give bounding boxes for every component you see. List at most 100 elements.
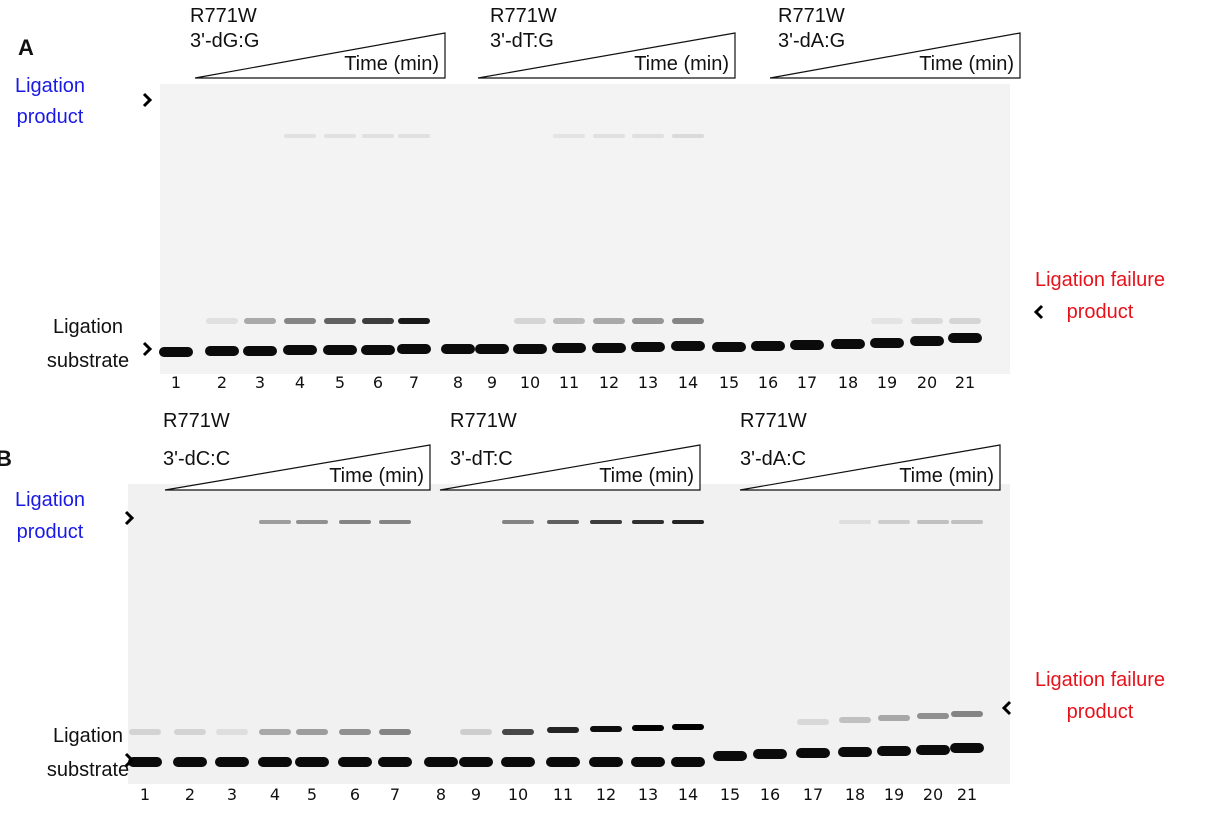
time-wedge — [439, 444, 701, 491]
gel-band — [361, 345, 395, 355]
gel-band — [839, 717, 871, 723]
gel-band — [672, 724, 704, 730]
lane-number: 2 — [185, 785, 195, 804]
lane-number: 14 — [678, 785, 698, 804]
lane-number: 6 — [373, 373, 383, 392]
gel-band — [951, 520, 983, 524]
mutant: R771W — [190, 5, 257, 27]
gel-band — [173, 757, 207, 767]
lane-number: 17 — [797, 373, 817, 392]
gel-band — [547, 727, 579, 733]
gel-band — [244, 318, 276, 324]
lane-number: 7 — [390, 785, 400, 804]
lane-number: 17 — [803, 785, 823, 804]
gel-band — [632, 134, 664, 138]
failure-label: product — [1067, 301, 1134, 323]
gel-band — [441, 344, 475, 354]
gel-band — [339, 520, 371, 524]
time-axis: Time (min) — [899, 465, 994, 487]
lane-number: 7 — [409, 373, 419, 392]
gel-band — [948, 333, 982, 343]
gel-b — [128, 484, 1010, 784]
gel-band — [878, 520, 910, 524]
gel-band — [283, 345, 317, 355]
time-axis: Time (min) — [344, 53, 439, 75]
time-wedge — [477, 32, 736, 79]
gel-band — [243, 346, 277, 356]
failure-label: Ligation failure — [1035, 269, 1165, 291]
arrow — [124, 510, 135, 526]
lane-number: 12 — [599, 373, 619, 392]
gel-band — [323, 345, 357, 355]
arrow — [142, 341, 153, 357]
gel-band — [460, 729, 492, 735]
gel-band — [632, 520, 664, 524]
mismatch: 3'-dG:G — [190, 30, 259, 52]
gel-band — [206, 318, 238, 324]
gel-band — [911, 318, 943, 324]
gel-band — [910, 336, 944, 346]
gel-band — [553, 134, 585, 138]
lane-number: 3 — [255, 373, 265, 392]
gel-band — [129, 729, 161, 735]
gel-band — [917, 713, 949, 719]
gel-band — [398, 318, 430, 324]
gel-band — [797, 719, 829, 725]
gel-band — [632, 725, 664, 731]
lane-number: 8 — [453, 373, 463, 392]
gel-band — [547, 520, 579, 524]
product-label: Ligation — [15, 489, 85, 511]
gel-band — [712, 342, 746, 352]
substrate-label: substrate — [47, 350, 129, 372]
gel-band — [475, 344, 509, 354]
gel-a — [160, 84, 1010, 374]
gel-band — [593, 318, 625, 324]
lane-number: 21 — [955, 373, 975, 392]
gel-band — [379, 520, 411, 524]
time-axis: Time (min) — [599, 465, 694, 487]
lane-number: 10 — [520, 373, 540, 392]
lane-number: 19 — [884, 785, 904, 804]
gel-band — [295, 757, 329, 767]
gel-band — [128, 757, 162, 767]
gel-band — [324, 134, 356, 138]
mutant: R771W — [163, 410, 230, 432]
gel-band — [397, 344, 431, 354]
lane-number: 4 — [295, 373, 305, 392]
lane-number: 15 — [719, 373, 739, 392]
gel-band — [174, 729, 206, 735]
gel-band — [284, 318, 316, 324]
gel-band — [672, 520, 704, 524]
lane-number: 16 — [758, 373, 778, 392]
gel-band — [398, 134, 430, 138]
lane-number: 15 — [720, 785, 740, 804]
gel-band — [553, 318, 585, 324]
gel-band — [831, 339, 865, 349]
panel-label: A — [18, 35, 34, 60]
gel-band — [949, 318, 981, 324]
mismatch: 3'-dC:C — [163, 448, 230, 470]
gel-band — [216, 729, 248, 735]
gel-band — [379, 729, 411, 735]
lane-number: 20 — [917, 373, 937, 392]
lane-number: 18 — [845, 785, 865, 804]
lane-number: 4 — [270, 785, 280, 804]
gel-band — [259, 520, 291, 524]
gel-band — [502, 520, 534, 524]
lane-number: 1 — [171, 373, 181, 392]
gel-band — [713, 751, 747, 761]
failure-label: Ligation failure — [1035, 669, 1165, 691]
time-wedge — [194, 32, 446, 79]
lane-number: 20 — [923, 785, 943, 804]
lane-number: 2 — [217, 373, 227, 392]
lane-number: 19 — [877, 373, 897, 392]
lane-number: 3 — [227, 785, 237, 804]
substrate-label: Ligation — [53, 316, 123, 338]
gel-band — [839, 520, 871, 524]
lane-number: 10 — [508, 785, 528, 804]
time-wedge — [769, 32, 1021, 79]
lane-number: 13 — [638, 373, 658, 392]
lane-number: 6 — [350, 785, 360, 804]
lane-number: 9 — [487, 373, 497, 392]
